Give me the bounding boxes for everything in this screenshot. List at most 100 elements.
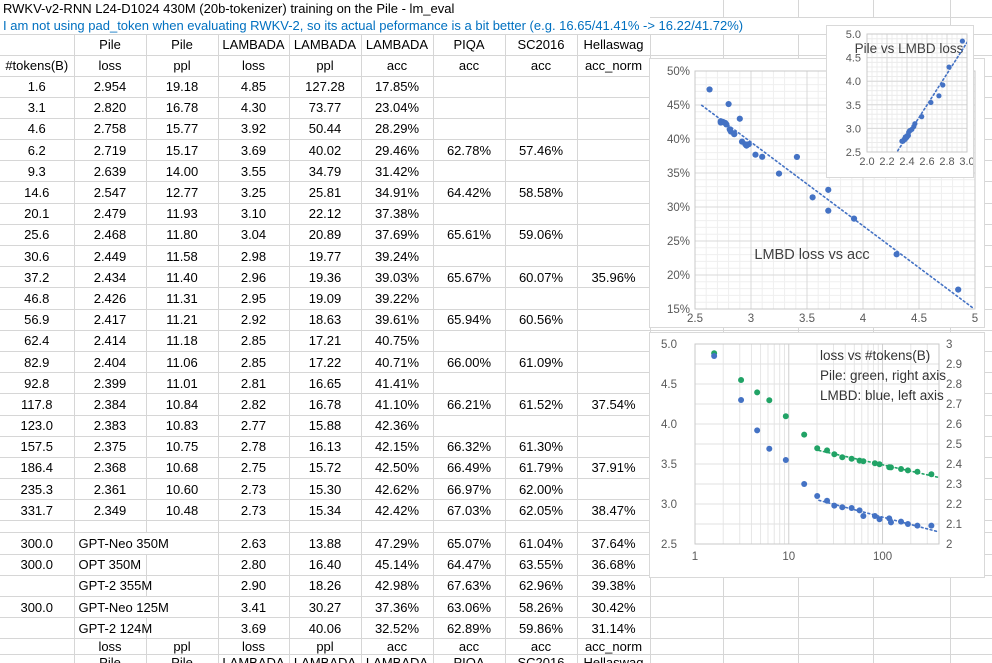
cell[interactable] (433, 330, 506, 352)
cell[interactable]: 14.00 (146, 160, 219, 183)
cell[interactable]: 39.61% (361, 309, 434, 331)
cell[interactable]: 66.21% (433, 393, 506, 416)
model-name-cell[interactable]: GPT-2 124M (74, 617, 152, 640)
cell[interactable]: 65.61% (433, 224, 506, 247)
group-header-cell[interactable]: PIQA (433, 34, 506, 56)
cell[interactable]: 56.9 (0, 309, 75, 331)
cell[interactable]: 73.77 (289, 97, 362, 119)
cell[interactable] (505, 245, 578, 268)
cell[interactable] (650, 575, 724, 598)
cell[interactable]: 39.38% (577, 575, 651, 598)
cell[interactable]: 25.6 (0, 224, 75, 247)
cell[interactable]: 11.58 (146, 245, 219, 268)
cell[interactable]: 15.72 (289, 457, 362, 480)
column-header-cell[interactable]: ppl (289, 55, 362, 77)
cell[interactable]: 59.06% (505, 224, 578, 247)
column-header-cell[interactable]: acc_norm (577, 55, 651, 77)
cell[interactable] (218, 520, 290, 534)
cell[interactable]: 30.42% (577, 596, 651, 619)
cell[interactable] (505, 97, 578, 119)
cell[interactable]: 2.63 (218, 532, 290, 555)
cell[interactable]: 41.10% (361, 393, 434, 416)
cell[interactable] (0, 617, 75, 640)
column-header-cell[interactable]: loss (218, 55, 290, 77)
cell[interactable]: 61.09% (505, 351, 578, 374)
cell[interactable] (74, 520, 147, 534)
cell[interactable]: 2.758 (74, 118, 147, 141)
cell[interactable] (433, 520, 506, 534)
cell[interactable] (505, 203, 578, 225)
cell[interactable] (146, 617, 219, 640)
cell[interactable]: 300.0 (0, 532, 75, 555)
cell[interactable]: 47.29% (361, 532, 434, 555)
cell[interactable]: 42.98% (361, 575, 434, 598)
cell[interactable]: 2.75 (218, 457, 290, 480)
cell[interactable]: 65.94% (433, 309, 506, 331)
cell[interactable]: 3.92 (218, 118, 290, 141)
cell[interactable]: 2.399 (74, 372, 147, 395)
cell[interactable]: 2.547 (74, 181, 147, 204)
cell[interactable]: 62.78% (433, 139, 506, 162)
cell[interactable]: 15.17 (146, 139, 219, 162)
footer-cell[interactable] (0, 654, 75, 663)
model-name-cell[interactable]: GPT-Neo 350M (74, 532, 219, 555)
cell[interactable]: 3.55 (218, 160, 290, 183)
cell[interactable]: 32.52% (361, 617, 434, 640)
cell[interactable] (577, 97, 651, 119)
cell[interactable]: 2.375 (74, 436, 147, 458)
cell[interactable]: 46.8 (0, 287, 75, 310)
cell[interactable] (505, 160, 578, 183)
cell[interactable]: 10.84 (146, 393, 219, 416)
cell[interactable]: 40.02 (289, 139, 362, 162)
cell[interactable] (505, 372, 578, 395)
cell[interactable]: 2.426 (74, 287, 147, 310)
cell[interactable]: 82.9 (0, 351, 75, 374)
cell[interactable] (505, 118, 578, 141)
cell[interactable] (577, 76, 651, 98)
footer-cell[interactable]: loss (218, 638, 290, 656)
cell[interactable]: 16.78 (146, 97, 219, 119)
cell[interactable]: 18.63 (289, 309, 362, 331)
cell[interactable]: 65.07% (433, 532, 506, 555)
cell[interactable]: 2.90 (218, 575, 290, 598)
group-header-cell[interactable]: LAMBADA (361, 34, 434, 56)
cell[interactable]: 63.06% (433, 596, 506, 619)
cell[interactable] (0, 520, 75, 534)
cell[interactable]: 157.5 (0, 436, 75, 458)
cell[interactable]: 10.60 (146, 478, 219, 501)
chart-loss-vs-tokens[interactable]: 1 10 100 2.5 3.0 3.5 4.0 4.5 5.0 2 2.1 2.2 2.3 2.4 2.5… (649, 332, 985, 578)
cell[interactable]: 4.6 (0, 118, 75, 141)
cell[interactable] (798, 638, 874, 656)
group-header-cell[interactable] (0, 34, 75, 56)
cell[interactable]: 38.47% (577, 499, 651, 522)
cell[interactable]: 67.63% (433, 575, 506, 598)
cell[interactable]: 11.06 (146, 351, 219, 374)
cell[interactable] (577, 330, 651, 352)
cell[interactable]: 11.40 (146, 266, 219, 289)
cell[interactable]: 62.05% (505, 499, 578, 522)
cell[interactable]: 15.34 (289, 499, 362, 522)
cell[interactable]: 62.96% (505, 575, 578, 598)
cell[interactable] (798, 596, 874, 619)
cell[interactable]: 39.22% (361, 287, 434, 310)
cell[interactable]: 37.91% (577, 457, 651, 480)
cell[interactable]: 29.46% (361, 139, 434, 162)
cell[interactable]: 20.89 (289, 224, 362, 247)
cell[interactable]: 39.03% (361, 266, 434, 289)
cell[interactable]: 64.42% (433, 181, 506, 204)
cell[interactable]: 42.36% (361, 415, 434, 437)
cell[interactable]: 2.77 (218, 415, 290, 437)
cell[interactable]: 331.7 (0, 499, 75, 522)
cell[interactable]: 42.15% (361, 436, 434, 458)
cell[interactable]: 60.07% (505, 266, 578, 289)
cell[interactable] (950, 654, 992, 663)
cell[interactable]: 16.65 (289, 372, 362, 395)
cell[interactable]: 65.67% (433, 266, 506, 289)
cell[interactable]: 2.349 (74, 499, 147, 522)
cell[interactable] (577, 160, 651, 183)
cell[interactable]: 4.85 (218, 76, 290, 98)
cell[interactable]: 61.04% (505, 532, 578, 555)
cell[interactable]: 42.50% (361, 457, 434, 480)
cell[interactable]: 2.434 (74, 266, 147, 289)
cell[interactable] (723, 654, 799, 663)
